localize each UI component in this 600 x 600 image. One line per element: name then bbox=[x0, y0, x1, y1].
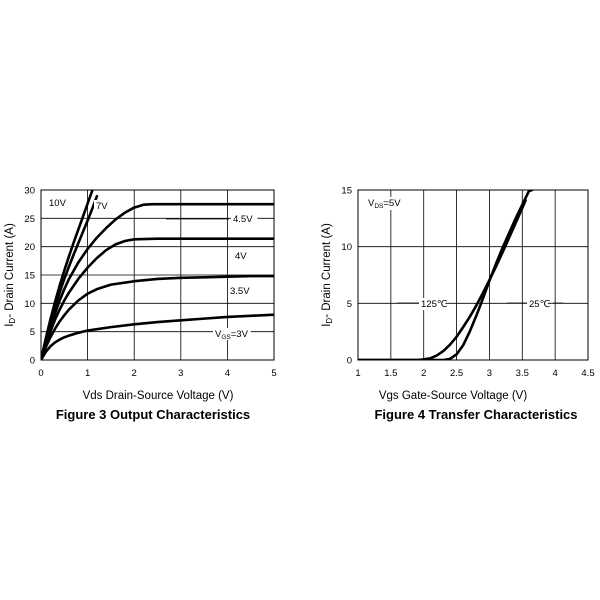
y-axis-label-rest: - Drain Current (A) bbox=[4, 223, 16, 318]
x-tick-label: 4 bbox=[225, 368, 230, 379]
series-label: 4.5V bbox=[233, 214, 253, 225]
x-axis-label: Vgs Gate-Source Voltage (V) bbox=[379, 390, 527, 402]
series-label-part: GS bbox=[221, 334, 231, 341]
y-tick-label: 10 bbox=[24, 299, 35, 310]
series-label: 10V bbox=[49, 198, 67, 209]
series-line bbox=[41, 237, 274, 360]
plot-frame bbox=[357, 189, 589, 361]
x-tick-label: 1.5 bbox=[384, 368, 397, 379]
series-label-part: V bbox=[215, 329, 222, 340]
figure-caption: Figure 4 Transfer Characteristics bbox=[374, 407, 577, 422]
x-tick-label: 4.5 bbox=[581, 368, 594, 379]
y-tick-label: 5 bbox=[30, 327, 35, 338]
series-label-part: 4V bbox=[235, 251, 247, 262]
series-line bbox=[358, 190, 534, 360]
grid bbox=[358, 190, 588, 360]
label-background bbox=[527, 298, 548, 310]
x-tick-label: 0 bbox=[38, 368, 43, 379]
y-axis-label-sub: D bbox=[325, 318, 334, 324]
x-tick-label: 3 bbox=[178, 368, 183, 379]
y-tick-label: 10 bbox=[341, 242, 352, 253]
series-label-part: 25℃ bbox=[529, 299, 551, 310]
series-label-part: =3V bbox=[231, 329, 249, 340]
x-tick-label: 2 bbox=[421, 368, 426, 379]
y-tick-label: 0 bbox=[30, 356, 35, 367]
label-background bbox=[47, 197, 68, 209]
x-tick-label: 2.5 bbox=[450, 368, 463, 379]
y-axis-label-main: I bbox=[321, 324, 333, 327]
x-tick-label: 3.5 bbox=[516, 368, 529, 379]
x-tick-label: 4 bbox=[552, 368, 557, 379]
annotation-background bbox=[366, 197, 402, 210]
series-label-part: 7V bbox=[96, 201, 108, 212]
series-label: 4V bbox=[235, 251, 247, 262]
series-line bbox=[41, 202, 274, 360]
series-label-part: 3.5V bbox=[230, 286, 250, 297]
y-tick-label: 15 bbox=[24, 271, 35, 282]
series-line bbox=[358, 198, 527, 360]
series-label-part: 10V bbox=[49, 198, 67, 209]
condition-annotation-part: =5V bbox=[383, 198, 401, 209]
figure-caption: Figure 3 Output Characteristics bbox=[56, 407, 250, 422]
label-background bbox=[233, 250, 249, 262]
label-background bbox=[228, 285, 255, 297]
y-axis-label: ID- Drain Current (A) bbox=[321, 223, 334, 327]
label-background bbox=[94, 200, 110, 212]
label-background bbox=[213, 328, 251, 340]
transfer-characteristics-chart: 1 1.5 2 2.5 3 3.5 4 4.5 0 5 10 15 125℃ 25℃ VDS=5V Vgs G… bbox=[321, 186, 595, 423]
y-axis-label-main: I bbox=[4, 324, 16, 327]
x-tick-label: 3 bbox=[487, 368, 492, 379]
series-label: 125℃ bbox=[421, 299, 448, 310]
x-tick-label: 1 bbox=[85, 368, 90, 379]
y-axis-label-rest: - Drain Current (A) bbox=[321, 223, 333, 318]
series-line bbox=[41, 274, 274, 360]
y-tick-label: 25 bbox=[24, 214, 35, 225]
series-label: 7V bbox=[96, 201, 108, 212]
label-background bbox=[231, 213, 258, 225]
y-tick-label: 0 bbox=[347, 356, 352, 367]
series-label: 25℃ bbox=[529, 299, 551, 310]
x-tick-label: 2 bbox=[132, 368, 137, 379]
x-axis-label: Vds Drain-Source Voltage (V) bbox=[83, 390, 234, 402]
series-label-part: 125℃ bbox=[421, 299, 448, 310]
condition-annotation-part: V bbox=[368, 198, 375, 209]
series-label: 3.5V bbox=[230, 286, 250, 297]
series-label-part: 4.5V bbox=[233, 214, 253, 225]
plot-frame bbox=[40, 189, 275, 361]
y-tick-label: 5 bbox=[347, 299, 352, 310]
label-background bbox=[419, 298, 446, 310]
x-tick-label: 1 bbox=[355, 368, 360, 379]
condition-annotation-part: DS bbox=[374, 203, 384, 210]
condition-annotation: VDS=5V bbox=[368, 198, 401, 210]
x-tick-label: 5 bbox=[271, 368, 276, 379]
series-label: VGS=3V bbox=[215, 329, 249, 341]
y-tick-label: 15 bbox=[341, 186, 352, 197]
y-tick-label: 20 bbox=[24, 242, 35, 253]
y-tick-label: 30 bbox=[24, 186, 35, 197]
series-line bbox=[41, 194, 99, 360]
y-axis-label-sub: D bbox=[8, 318, 17, 324]
series-line bbox=[41, 313, 274, 360]
y-axis-label: ID- Drain Current (A) bbox=[4, 223, 17, 327]
